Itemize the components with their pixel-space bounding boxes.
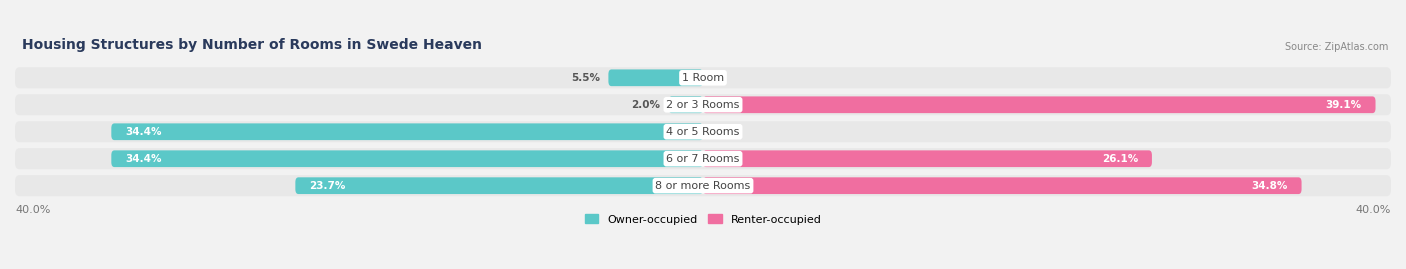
FancyBboxPatch shape (703, 96, 1375, 113)
FancyBboxPatch shape (15, 148, 1391, 169)
FancyBboxPatch shape (15, 175, 1391, 196)
FancyBboxPatch shape (295, 177, 703, 194)
Text: 4 or 5 Rooms: 4 or 5 Rooms (666, 127, 740, 137)
Text: 34.8%: 34.8% (1251, 181, 1288, 191)
Text: 39.1%: 39.1% (1326, 100, 1362, 110)
FancyBboxPatch shape (609, 69, 703, 86)
Text: 6 or 7 Rooms: 6 or 7 Rooms (666, 154, 740, 164)
FancyBboxPatch shape (703, 177, 1302, 194)
Text: 34.4%: 34.4% (125, 154, 162, 164)
Text: 5.5%: 5.5% (571, 73, 600, 83)
FancyBboxPatch shape (669, 96, 703, 113)
FancyBboxPatch shape (111, 150, 703, 167)
Text: 23.7%: 23.7% (309, 181, 346, 191)
FancyBboxPatch shape (15, 67, 1391, 88)
Legend: Owner-occupied, Renter-occupied: Owner-occupied, Renter-occupied (581, 210, 825, 229)
Text: Source: ZipAtlas.com: Source: ZipAtlas.com (1285, 42, 1388, 52)
Text: 34.4%: 34.4% (125, 127, 162, 137)
Text: Housing Structures by Number of Rooms in Swede Heaven: Housing Structures by Number of Rooms in… (22, 38, 482, 52)
FancyBboxPatch shape (15, 121, 1391, 142)
FancyBboxPatch shape (703, 150, 1152, 167)
Text: 1 Room: 1 Room (682, 73, 724, 83)
Text: 2 or 3 Rooms: 2 or 3 Rooms (666, 100, 740, 110)
FancyBboxPatch shape (15, 94, 1391, 115)
Text: 40.0%: 40.0% (1355, 205, 1391, 215)
Text: 2.0%: 2.0% (631, 100, 659, 110)
Text: 40.0%: 40.0% (15, 205, 51, 215)
Text: 26.1%: 26.1% (1102, 154, 1139, 164)
FancyBboxPatch shape (111, 123, 703, 140)
Text: 8 or more Rooms: 8 or more Rooms (655, 181, 751, 191)
